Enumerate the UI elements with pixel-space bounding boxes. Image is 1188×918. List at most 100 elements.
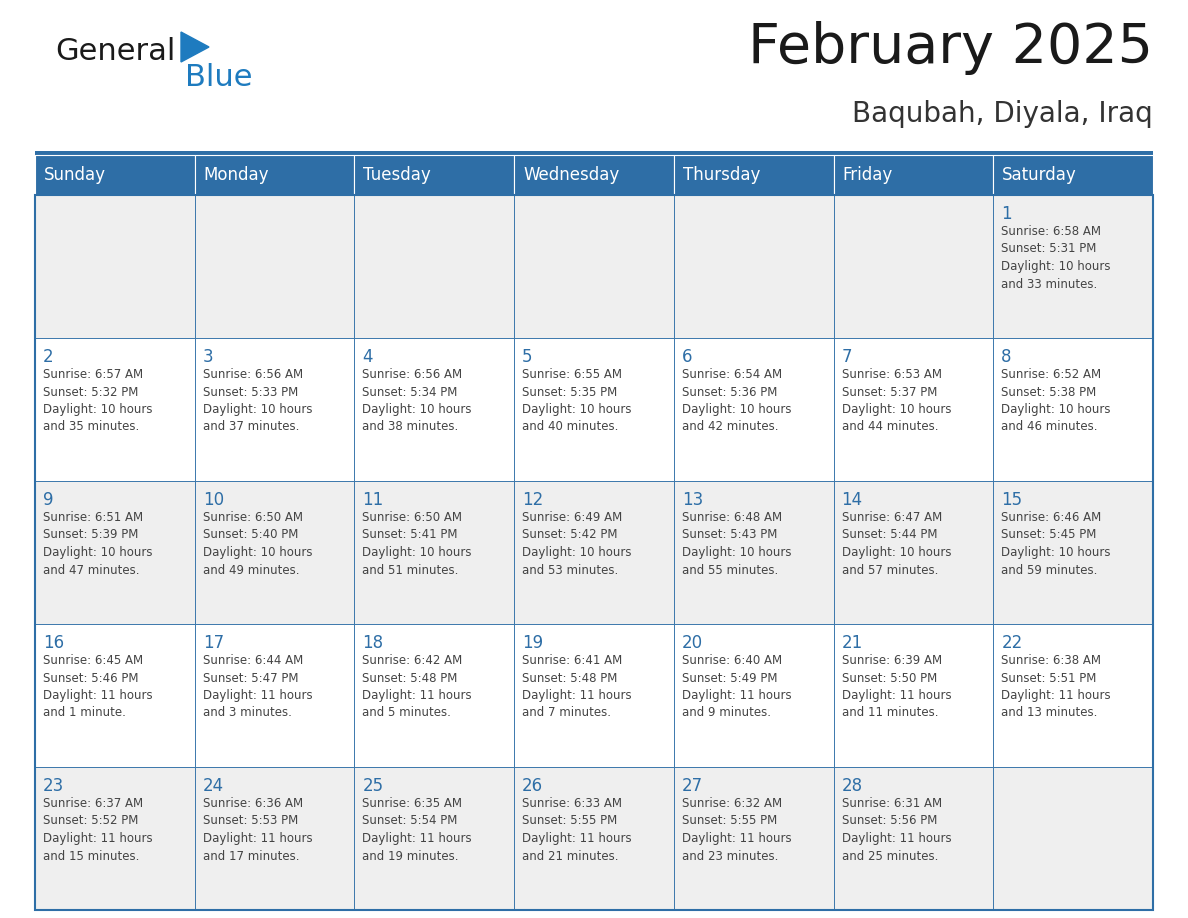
Bar [674,767,834,910]
Bar [834,481,993,624]
Text: Saturday: Saturday [1003,166,1078,184]
Bar [993,481,1154,624]
Text: Sunrise: 6:51 AM
Sunset: 5:39 PM
Daylight: 10 hours
and 47 minutes.: Sunrise: 6:51 AM Sunset: 5:39 PM Dayligh… [43,511,152,577]
Text: Sunrise: 6:36 AM
Sunset: 5:53 PM
Daylight: 11 hours
and 17 minutes.: Sunrise: 6:36 AM Sunset: 5:53 PM Dayligh… [203,797,312,863]
Text: 4: 4 [362,348,373,366]
Bar [993,155,1154,195]
Bar [993,338,1154,481]
Text: 28: 28 [841,777,862,795]
Bar [354,624,514,767]
Text: Sunrise: 6:41 AM
Sunset: 5:48 PM
Daylight: 11 hours
and 7 minutes.: Sunrise: 6:41 AM Sunset: 5:48 PM Dayligh… [523,654,632,720]
Text: Sunrise: 6:37 AM
Sunset: 5:52 PM
Daylight: 11 hours
and 15 minutes.: Sunrise: 6:37 AM Sunset: 5:52 PM Dayligh… [43,797,152,863]
Bar [674,155,834,195]
Text: 27: 27 [682,777,703,795]
Text: Sunrise: 6:50 AM
Sunset: 5:41 PM
Daylight: 10 hours
and 51 minutes.: Sunrise: 6:50 AM Sunset: 5:41 PM Dayligh… [362,511,472,577]
Text: 3: 3 [203,348,214,366]
Text: 6: 6 [682,348,693,366]
Bar [674,481,834,624]
Bar [195,767,354,910]
Bar [195,481,354,624]
Bar [834,155,993,195]
Bar [993,767,1154,910]
Bar [34,195,1154,910]
Bar [354,155,514,195]
Text: Sunrise: 6:56 AM
Sunset: 5:34 PM
Daylight: 10 hours
and 38 minutes.: Sunrise: 6:56 AM Sunset: 5:34 PM Dayligh… [362,368,472,433]
Bar [674,195,834,338]
Bar [354,195,514,338]
Bar [514,767,674,910]
Text: 7: 7 [841,348,852,366]
Bar [354,767,514,910]
Bar [195,338,354,481]
Bar [195,195,354,338]
Text: 8: 8 [1001,348,1012,366]
Bar [354,338,514,481]
Text: Tuesday: Tuesday [364,166,431,184]
Text: 24: 24 [203,777,223,795]
Bar [993,624,1154,767]
Bar [834,767,993,910]
Text: Sunrise: 6:58 AM
Sunset: 5:31 PM
Daylight: 10 hours
and 33 minutes.: Sunrise: 6:58 AM Sunset: 5:31 PM Dayligh… [1001,225,1111,290]
Text: 9: 9 [43,491,53,509]
Bar [34,338,195,481]
Text: Monday: Monday [203,166,270,184]
Text: 1: 1 [1001,205,1012,223]
Text: General: General [55,37,176,66]
Text: Sunrise: 6:53 AM
Sunset: 5:37 PM
Daylight: 10 hours
and 44 minutes.: Sunrise: 6:53 AM Sunset: 5:37 PM Dayligh… [841,368,952,433]
Bar [34,767,195,910]
Text: 17: 17 [203,634,223,652]
Text: February 2025: February 2025 [748,21,1154,75]
Text: 26: 26 [523,777,543,795]
Text: Sunday: Sunday [44,166,106,184]
Bar [514,195,674,338]
Text: Sunrise: 6:31 AM
Sunset: 5:56 PM
Daylight: 11 hours
and 25 minutes.: Sunrise: 6:31 AM Sunset: 5:56 PM Dayligh… [841,797,952,863]
Text: Sunrise: 6:38 AM
Sunset: 5:51 PM
Daylight: 11 hours
and 13 minutes.: Sunrise: 6:38 AM Sunset: 5:51 PM Dayligh… [1001,654,1111,720]
Text: 11: 11 [362,491,384,509]
Text: Sunrise: 6:46 AM
Sunset: 5:45 PM
Daylight: 10 hours
and 59 minutes.: Sunrise: 6:46 AM Sunset: 5:45 PM Dayligh… [1001,511,1111,577]
Bar [514,338,674,481]
Text: Sunrise: 6:40 AM
Sunset: 5:49 PM
Daylight: 11 hours
and 9 minutes.: Sunrise: 6:40 AM Sunset: 5:49 PM Dayligh… [682,654,791,720]
Text: Sunrise: 6:45 AM
Sunset: 5:46 PM
Daylight: 11 hours
and 1 minute.: Sunrise: 6:45 AM Sunset: 5:46 PM Dayligh… [43,654,152,720]
Text: Sunrise: 6:39 AM
Sunset: 5:50 PM
Daylight: 11 hours
and 11 minutes.: Sunrise: 6:39 AM Sunset: 5:50 PM Dayligh… [841,654,952,720]
Text: 2: 2 [43,348,53,366]
Text: Sunrise: 6:56 AM
Sunset: 5:33 PM
Daylight: 10 hours
and 37 minutes.: Sunrise: 6:56 AM Sunset: 5:33 PM Dayligh… [203,368,312,433]
Bar [195,624,354,767]
Text: 25: 25 [362,777,384,795]
Text: Wednesday: Wednesday [523,166,619,184]
Text: Sunrise: 6:48 AM
Sunset: 5:43 PM
Daylight: 10 hours
and 55 minutes.: Sunrise: 6:48 AM Sunset: 5:43 PM Dayligh… [682,511,791,577]
Bar [834,338,993,481]
Text: Sunrise: 6:35 AM
Sunset: 5:54 PM
Daylight: 11 hours
and 19 minutes.: Sunrise: 6:35 AM Sunset: 5:54 PM Dayligh… [362,797,472,863]
Bar [674,338,834,481]
Bar [34,481,195,624]
Text: 21: 21 [841,634,862,652]
Bar [34,195,195,338]
Text: 14: 14 [841,491,862,509]
Text: Friday: Friday [842,166,893,184]
Bar [514,624,674,767]
Text: 16: 16 [43,634,64,652]
Bar [674,624,834,767]
Bar [195,155,354,195]
Bar [34,624,195,767]
Bar [34,155,195,195]
Text: Sunrise: 6:54 AM
Sunset: 5:36 PM
Daylight: 10 hours
and 42 minutes.: Sunrise: 6:54 AM Sunset: 5:36 PM Dayligh… [682,368,791,433]
Text: Sunrise: 6:44 AM
Sunset: 5:47 PM
Daylight: 11 hours
and 3 minutes.: Sunrise: 6:44 AM Sunset: 5:47 PM Dayligh… [203,654,312,720]
Text: 23: 23 [43,777,64,795]
Bar [514,481,674,624]
Text: 19: 19 [523,634,543,652]
Text: Sunrise: 6:47 AM
Sunset: 5:44 PM
Daylight: 10 hours
and 57 minutes.: Sunrise: 6:47 AM Sunset: 5:44 PM Dayligh… [841,511,952,577]
Text: Baqubah, Diyala, Iraq: Baqubah, Diyala, Iraq [852,100,1154,128]
Bar [993,195,1154,338]
Text: Sunrise: 6:50 AM
Sunset: 5:40 PM
Daylight: 10 hours
and 49 minutes.: Sunrise: 6:50 AM Sunset: 5:40 PM Dayligh… [203,511,312,577]
Text: Sunrise: 6:49 AM
Sunset: 5:42 PM
Daylight: 10 hours
and 53 minutes.: Sunrise: 6:49 AM Sunset: 5:42 PM Dayligh… [523,511,632,577]
Text: 15: 15 [1001,491,1023,509]
Text: Sunrise: 6:32 AM
Sunset: 5:55 PM
Daylight: 11 hours
and 23 minutes.: Sunrise: 6:32 AM Sunset: 5:55 PM Dayligh… [682,797,791,863]
Text: Thursday: Thursday [683,166,760,184]
Polygon shape [181,32,209,62]
Bar [834,624,993,767]
Text: 20: 20 [682,634,703,652]
Text: 13: 13 [682,491,703,509]
Bar [514,155,674,195]
Bar [34,151,1154,155]
Text: Sunrise: 6:52 AM
Sunset: 5:38 PM
Daylight: 10 hours
and 46 minutes.: Sunrise: 6:52 AM Sunset: 5:38 PM Dayligh… [1001,368,1111,433]
